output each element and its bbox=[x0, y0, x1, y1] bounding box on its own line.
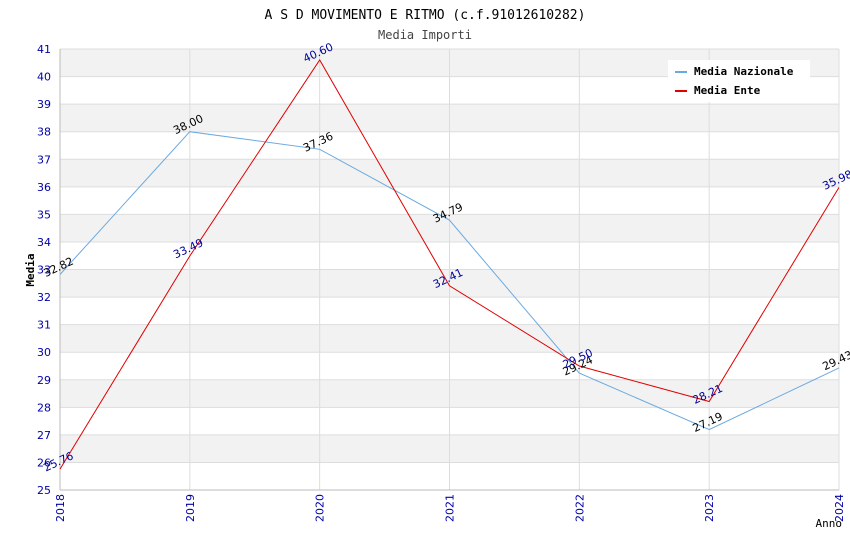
chart-title: A S D MOVIMENTO E RITMO (c.f.91012610282… bbox=[265, 8, 586, 23]
y-tick-label: 36 bbox=[37, 181, 51, 194]
chart-subtitle: Media Importi bbox=[378, 28, 472, 42]
y-tick-label: 33 bbox=[37, 264, 51, 277]
y-tick-label: 41 bbox=[37, 43, 51, 56]
y-tick-label: 34 bbox=[37, 236, 51, 249]
series-line-media-nazionale bbox=[59, 131, 840, 431]
y-tick-label: 26 bbox=[37, 456, 51, 469]
x-tick-label: 2024 bbox=[833, 494, 846, 522]
legend: Media Nazionale Media Ente bbox=[668, 60, 810, 102]
legend-label-nazionale: Media Nazionale bbox=[694, 65, 794, 78]
series-layer bbox=[59, 59, 840, 470]
legend-box bbox=[668, 60, 810, 102]
y-tick-label: 39 bbox=[37, 98, 51, 111]
y-tick-label: 27 bbox=[37, 429, 51, 442]
y-tick-label: 30 bbox=[37, 346, 51, 359]
y-tick-label: 38 bbox=[37, 126, 51, 139]
y-tick-label: 29 bbox=[37, 374, 51, 387]
x-tick-label: 2019 bbox=[184, 494, 197, 522]
y-axis-label: Media bbox=[24, 253, 37, 286]
y-tick-label: 31 bbox=[37, 319, 51, 332]
y-tick-label: 32 bbox=[37, 291, 51, 304]
x-tick-labels: 2018 2019 2020 2021 2022 2023 2024 bbox=[54, 494, 846, 522]
y-tick-label: 28 bbox=[37, 401, 51, 414]
y-tick-label: 40 bbox=[37, 71, 51, 84]
legend-label-ente: Media Ente bbox=[694, 84, 761, 97]
x-tick-label: 2022 bbox=[573, 494, 586, 522]
x-tick-label: 2021 bbox=[444, 494, 457, 522]
y-tick-label: 37 bbox=[37, 153, 51, 166]
y-tick-label: 25 bbox=[37, 484, 51, 497]
y-tick-labels: 25 26 27 28 29 30 31 32 33 34 35 36 37 38 39 40 41 bbox=[37, 43, 51, 497]
x-tick-label: 2018 bbox=[54, 494, 67, 522]
series-line-media-ente bbox=[59, 59, 840, 470]
x-axis-label: Anno bbox=[816, 517, 843, 530]
y-tick-label: 35 bbox=[37, 208, 51, 221]
x-tick-label: 2020 bbox=[314, 494, 327, 522]
x-tick-label: 2023 bbox=[703, 494, 716, 522]
